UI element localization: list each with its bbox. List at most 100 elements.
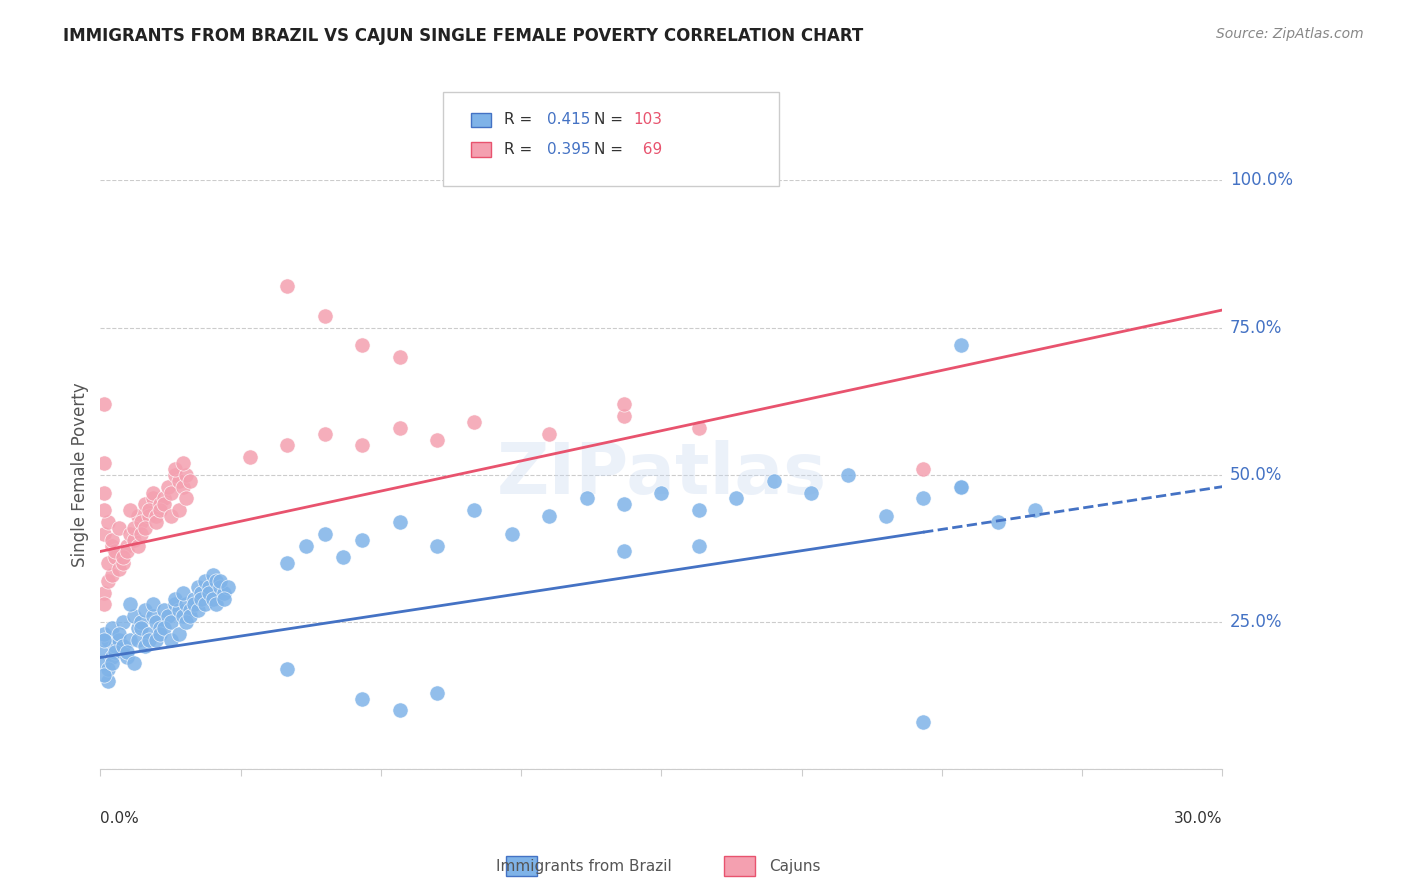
Point	[93, 627, 115, 641]
Point	[160, 485, 183, 500]
Point	[688, 539, 710, 553]
Point	[93, 644, 115, 658]
Text: R =: R =	[505, 142, 537, 157]
Point	[120, 526, 142, 541]
Text: 0.395: 0.395	[547, 142, 591, 157]
Point	[97, 632, 120, 647]
Point	[501, 526, 523, 541]
Text: 69: 69	[633, 142, 662, 157]
FancyBboxPatch shape	[471, 142, 491, 157]
Point	[987, 515, 1010, 529]
Text: IMMIGRANTS FROM BRAZIL VS CAJUN SINGLE FEMALE POVERTY CORRELATION CHART: IMMIGRANTS FROM BRAZIL VS CAJUN SINGLE F…	[63, 27, 863, 45]
Point	[212, 585, 235, 599]
Point	[104, 544, 127, 558]
Point	[198, 580, 221, 594]
Point	[650, 485, 672, 500]
Point	[131, 621, 153, 635]
Text: Immigrants from Brazil: Immigrants from Brazil	[496, 859, 672, 874]
Point	[388, 703, 411, 717]
Point	[176, 598, 198, 612]
Text: 0.415: 0.415	[547, 112, 591, 128]
Point	[276, 662, 298, 676]
Point	[142, 598, 165, 612]
Point	[111, 550, 134, 565]
Text: 100.0%: 100.0%	[1230, 171, 1292, 189]
Point	[332, 550, 354, 565]
Point	[93, 526, 115, 541]
Point	[131, 515, 153, 529]
Point	[187, 580, 209, 594]
Text: R =: R =	[505, 112, 537, 128]
Point	[725, 491, 748, 506]
Text: 75.0%: 75.0%	[1230, 318, 1282, 336]
Point	[153, 603, 176, 617]
Point	[156, 480, 179, 494]
Point	[172, 609, 194, 624]
Point	[131, 526, 153, 541]
Point	[93, 485, 115, 500]
Point	[165, 598, 187, 612]
Point	[111, 556, 134, 570]
Point	[194, 598, 217, 612]
Point	[142, 491, 165, 506]
Point	[208, 574, 231, 588]
Point	[93, 503, 115, 517]
Point	[165, 467, 187, 482]
Point	[1024, 503, 1046, 517]
Point	[613, 544, 636, 558]
Point	[145, 615, 167, 629]
Point	[134, 497, 156, 511]
Point	[138, 509, 160, 524]
Point	[276, 556, 298, 570]
Point	[314, 426, 336, 441]
Point	[875, 509, 897, 524]
Point	[122, 609, 145, 624]
Text: 50.0%: 50.0%	[1230, 466, 1282, 483]
Point	[176, 491, 198, 506]
Point	[134, 639, 156, 653]
Point	[93, 397, 115, 411]
Point	[115, 650, 138, 665]
Point	[837, 467, 859, 482]
Point	[115, 544, 138, 558]
Point	[538, 426, 561, 441]
Point	[111, 615, 134, 629]
Point	[575, 491, 598, 506]
Point	[688, 421, 710, 435]
Text: 103: 103	[633, 112, 662, 128]
Text: Source: ZipAtlas.com: Source: ZipAtlas.com	[1216, 27, 1364, 41]
Point	[108, 562, 131, 576]
Point	[194, 574, 217, 588]
Point	[352, 338, 374, 352]
Point	[172, 456, 194, 470]
FancyBboxPatch shape	[471, 112, 491, 128]
Point	[131, 615, 153, 629]
Point	[127, 509, 149, 524]
Point	[160, 615, 183, 629]
Point	[205, 598, 228, 612]
Point	[100, 568, 122, 582]
Point	[463, 503, 485, 517]
Point	[134, 603, 156, 617]
Point	[160, 509, 183, 524]
Point	[205, 574, 228, 588]
Point	[149, 621, 172, 635]
Point	[145, 515, 167, 529]
Point	[127, 621, 149, 635]
Point	[97, 515, 120, 529]
Point	[295, 539, 318, 553]
Point	[276, 279, 298, 293]
Point	[160, 632, 183, 647]
Point	[100, 621, 122, 635]
Point	[912, 715, 935, 730]
Point	[179, 474, 201, 488]
Point	[176, 467, 198, 482]
Point	[149, 627, 172, 641]
Point	[613, 497, 636, 511]
Text: 25.0%: 25.0%	[1230, 613, 1282, 632]
Point	[120, 632, 142, 647]
Y-axis label: Single Female Poverty: Single Female Poverty	[72, 383, 89, 567]
Point	[165, 462, 187, 476]
Point	[949, 480, 972, 494]
Point	[93, 598, 115, 612]
